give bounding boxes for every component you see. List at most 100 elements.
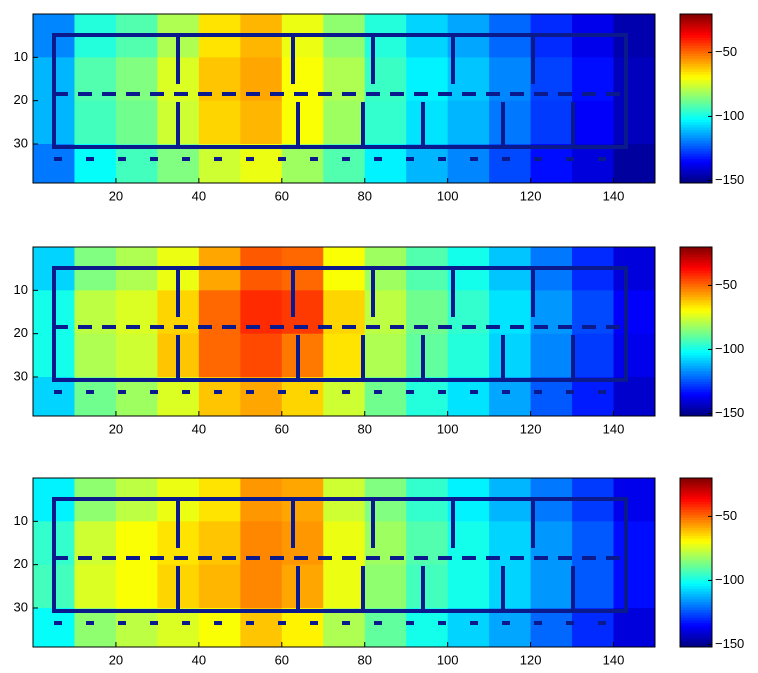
colorbar-stripe [680,82,712,86]
x-tick-label: 140 [603,652,625,667]
colorbar-stripe [680,478,712,482]
colorbar-frame [679,477,713,648]
heatmap-cell [157,608,200,648]
heatmap-cell [33,144,75,184]
heatmap-cell [240,100,283,145]
y-tick-label: 20 [14,556,28,571]
colorbar-stripe [680,573,712,577]
y-tick-label: 20 [14,92,28,107]
heatmap-cell [323,377,366,417]
colorbar-stripe [680,639,712,643]
colorbar-stripe [680,119,712,123]
colorbar-stripe [680,570,712,574]
heatmap-cell [613,57,656,102]
heatmap-panel: 20 40 60 80 100 120 140 10 20 30 −50 −100 −150 [14,477,744,667]
colorbar-stripe [680,286,712,290]
heatmap-cell [74,608,117,648]
colorbar-stripe [680,27,712,31]
heatmap-cell [406,100,449,145]
colorbar-frame [679,246,713,417]
colorbar-stripe [680,544,712,548]
heatmap-cell [323,100,366,145]
colorbar-stripe [680,56,712,60]
colorbar-stripe [680,607,712,611]
colorbar-stripe [680,586,712,590]
x-tick-label: 120 [520,652,542,667]
colorbar-stripe [680,101,712,105]
heatmap-cell [364,608,407,648]
x-tick-label: 140 [603,188,625,203]
colorbar-stripe [680,357,712,362]
colorbar-stripe [680,80,712,84]
x-tick-label: 100 [437,421,459,436]
heatmap-cell [489,564,532,609]
colorbar-stripe [680,562,712,566]
colorbar-stripe [680,24,712,28]
colorbar-stripe [680,85,712,89]
heatmap-cell [489,144,532,184]
colorbar-frame [679,13,713,184]
colorbar-stripe [680,326,712,330]
colorbar-stripe [680,392,712,396]
y-tick-label: 30 [14,135,28,150]
colorbar-stripe [680,588,712,593]
colorbar-stripe [680,501,712,505]
colorbar-stripe [680,53,712,57]
colorbar-stripe [680,549,712,553]
heatmap-cell [281,100,324,145]
colorbar-stripe [680,336,712,340]
colorbar-stripe [680,320,712,325]
colorbar-stripe [680,365,712,369]
y-tick-label: 20 [14,325,28,340]
heatmap-cell [572,144,615,184]
heatmap-cell [115,608,158,648]
heatmap-cell [115,564,158,609]
colorbar-stripe [680,281,712,285]
colorbar-stripe [680,45,712,49]
colorbar-stripe [680,77,712,81]
heatmap-cell [530,377,573,417]
heatmap-cell [530,608,573,648]
colorbar-stripe [680,381,712,385]
colorbar-stripe [680,270,712,274]
x-tick-label: 60 [275,188,289,203]
colorbar-stripe [680,32,712,36]
colorbar-stripe [680,58,712,63]
colorbar-stripe [680,315,712,319]
colorbar-stripe [680,413,712,417]
colorbar-stripe [680,371,712,375]
heatmap-cell [489,333,532,378]
y-tick-label: 30 [14,368,28,383]
colorbar-stripe [680,313,712,317]
colorbar-stripe [680,135,712,139]
heatmap-cell [613,608,656,648]
heatmap-cell [157,377,200,417]
colorbar-stripe [680,148,712,152]
colorbar-stripe [680,583,712,587]
colorbar-stripe [680,400,712,404]
heatmap-cell [240,564,283,609]
colorbar-stripe [680,363,712,367]
colorbar-stripe [680,172,712,176]
heatmap-cell [572,608,615,648]
colorbar-tick-label: −50 [715,508,737,523]
colorbar-stripe [680,636,712,640]
heatmap-cell [33,377,75,417]
heatmap-cell [240,608,283,648]
colorbar-stripe [680,153,712,158]
heatmap-cell [447,377,490,417]
colorbar-stripe [680,132,712,136]
colorbar-stripe [680,130,712,134]
colorbar-stripe [680,93,712,97]
heatmap-cell [281,333,324,378]
colorbar-stripe [680,323,712,327]
x-tick-label: 60 [275,652,289,667]
heatmap-cell [364,377,407,417]
colorbar-stripe [680,265,712,269]
heatmap-cell [323,608,366,648]
colorbar-stripe [680,546,712,550]
colorbar-stripe [680,384,712,388]
colorbar-stripe [680,644,712,648]
heatmap-cell [74,564,117,609]
heatmap-cell [406,377,449,417]
